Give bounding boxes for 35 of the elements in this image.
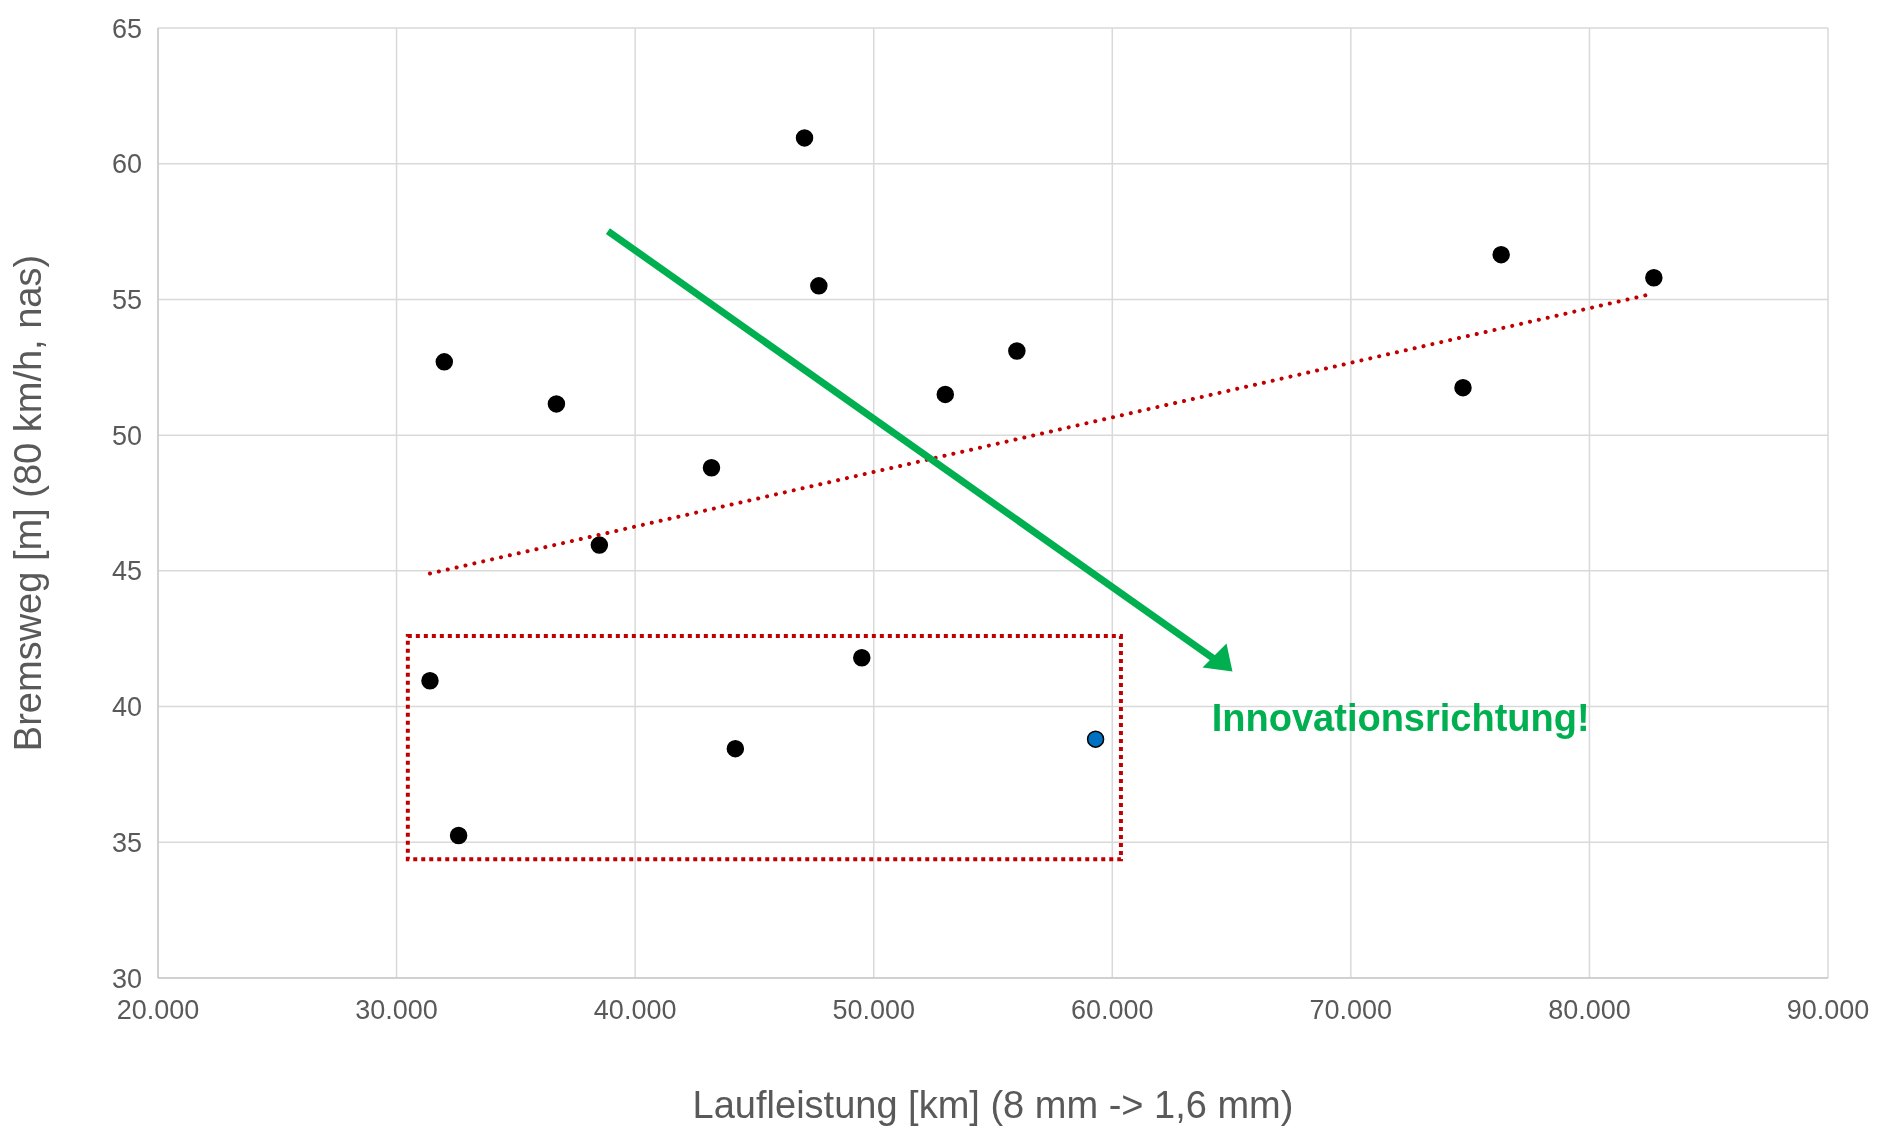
x-tick-label: 20.000	[116, 995, 200, 1026]
x-tick-label: 40.000	[593, 995, 677, 1026]
point	[1008, 342, 1026, 360]
x-tick-label: 80.000	[1548, 995, 1631, 1026]
point	[421, 672, 439, 690]
point	[1645, 268, 1663, 287]
y-tick-label: 45	[111, 556, 142, 587]
y-tick-label: 35	[111, 827, 142, 858]
point	[547, 395, 566, 413]
point	[702, 458, 721, 477]
y-tick-label: 30	[111, 963, 142, 994]
point	[435, 353, 454, 371]
y-tick-label: 50	[111, 420, 142, 451]
point	[726, 739, 745, 758]
point	[936, 385, 955, 404]
x-axis-title: Laufleistung [km] (8 mm -> 1,6 mm)	[692, 1084, 1294, 1126]
point	[853, 648, 871, 667]
x-tick-label: 60.000	[1070, 995, 1154, 1026]
point	[1454, 378, 1472, 397]
point	[1492, 245, 1510, 264]
x-tick-label: 70.000	[1309, 995, 1393, 1026]
point	[1086, 730, 1105, 748]
y-tick-label: 60	[111, 149, 142, 180]
point	[590, 536, 609, 554]
point	[449, 826, 468, 845]
annotation: Innovationsrichtung!	[1211, 696, 1590, 740]
x-tick-label: 30.000	[355, 995, 438, 1026]
y-tick-label: 55	[111, 285, 142, 316]
point	[810, 277, 828, 295]
y-axis-title: Bremsweg [m] (80 km/h, nas)	[7, 254, 50, 752]
point	[795, 129, 814, 147]
x-tick-label: 90.000	[1786, 995, 1870, 1026]
y-tick-label: 65	[111, 13, 142, 44]
y-tick-label: 40	[111, 692, 142, 723]
x-tick-label: 50.000	[832, 995, 916, 1026]
